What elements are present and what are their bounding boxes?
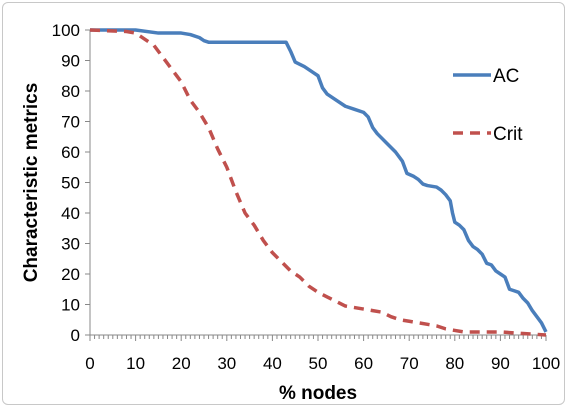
- y-tick-label: 30: [61, 235, 80, 254]
- x-tick-label: 80: [445, 354, 464, 373]
- series-line-ac: [90, 28, 548, 333]
- line-chart: 0 10 20 30 40 50 60 70 80 90 100 0 10 20 30 40 50 60 70 80…: [21, 21, 560, 404]
- x-tick-label: 20: [172, 354, 191, 373]
- y-tick-label: 80: [61, 82, 80, 101]
- y-tick-label: 40: [61, 204, 80, 223]
- x-tick-label: 40: [263, 354, 282, 373]
- y-tick-label: 10: [61, 296, 80, 315]
- chart-frame: 0 10 20 30 40 50 60 70 80 90 100 0 10 20 30 40 50 60 70 80…: [2, 2, 565, 405]
- legend: AC Crit: [453, 66, 523, 145]
- x-tick-label: 10: [126, 354, 145, 373]
- x-tick-label: 70: [400, 354, 419, 373]
- x-tick-label: 50: [309, 354, 328, 373]
- y-axis: 0 10 20 30 40 50 60 70 80 90 100: [52, 21, 91, 345]
- y-tick-label: 90: [61, 52, 80, 71]
- x-tick-label: 30: [217, 354, 236, 373]
- x-tick-label: 60: [354, 354, 373, 373]
- y-tick-label: 0: [71, 326, 80, 345]
- x-tick-label: 90: [491, 354, 510, 373]
- x-tick-label: 100: [532, 354, 560, 373]
- series-layer: [89, 28, 548, 337]
- y-tick-label: 70: [61, 113, 80, 132]
- x-axis-title: % nodes: [279, 383, 357, 404]
- legend-label-ac: AC: [493, 66, 519, 87]
- y-tick-label: 50: [61, 174, 80, 193]
- y-tick-label: 60: [61, 143, 80, 162]
- y-axis-title: Characteristic metrics: [21, 83, 42, 283]
- legend-label-crit: Crit: [493, 124, 523, 145]
- series-line-crit: [89, 28, 547, 337]
- x-axis: 0 10 20 30 40 50 60 70 80 90 100: [85, 334, 560, 373]
- y-tick-label: 100: [52, 21, 80, 40]
- x-tick-label: 0: [85, 354, 94, 373]
- y-tick-label: 20: [61, 265, 80, 284]
